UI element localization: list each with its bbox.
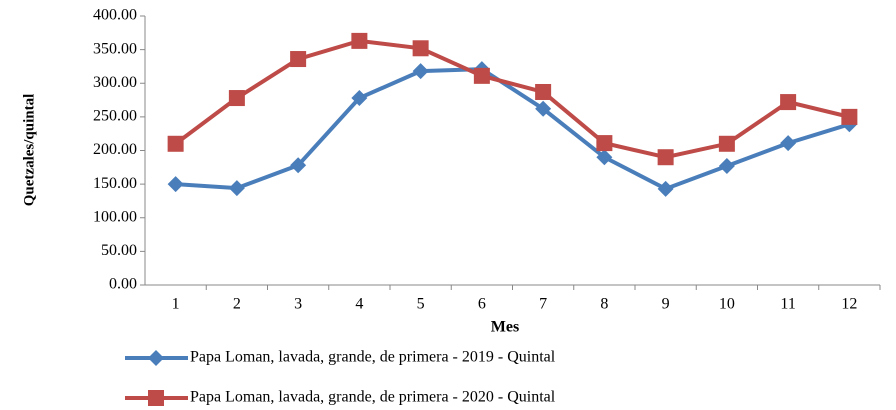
y-axis-label: Quetzales/quintal [21, 94, 37, 207]
y-tick-label: 300.00 [93, 74, 137, 91]
legend-marker [148, 390, 164, 406]
x-tick-label: 10 [719, 296, 735, 313]
legend-label: Papa Loman, lavada, grande, de primera -… [190, 389, 556, 406]
y-tick-label: 250.00 [93, 108, 137, 125]
data-point [780, 94, 797, 111]
x-tick-label: 2 [233, 296, 241, 313]
data-point [228, 90, 245, 107]
y-tick-label: 150.00 [93, 175, 137, 192]
data-point [657, 180, 674, 197]
x-tick-label: 4 [355, 296, 363, 313]
series-line [175, 67, 850, 192]
series-line [174, 38, 850, 160]
data-point [596, 135, 613, 152]
data-point [473, 67, 490, 84]
data-point [657, 149, 674, 166]
x-axis-label: Mes [491, 319, 519, 336]
data-point [841, 108, 858, 125]
x-tick-label: 12 [841, 296, 857, 313]
data-point [290, 51, 307, 68]
y-tick-label: 350.00 [93, 40, 137, 57]
x-tick-label: 11 [780, 296, 795, 313]
y-tick-label: 100.00 [93, 208, 137, 225]
data-point [412, 40, 429, 57]
data-point [351, 32, 368, 49]
data-point [535, 83, 552, 100]
x-tick-label: 8 [600, 296, 608, 313]
data-point [167, 135, 184, 152]
data-point [780, 135, 797, 152]
data-point [167, 176, 184, 193]
x-tick-label: 1 [172, 296, 180, 313]
data-point [718, 135, 735, 152]
data-point [596, 149, 613, 166]
legend-marker [148, 350, 164, 366]
x-tick-label: 7 [539, 296, 547, 313]
data-point [351, 90, 368, 107]
x-tick-label: 9 [662, 296, 670, 313]
x-tick-label: 3 [294, 296, 302, 313]
x-tick-label: 6 [478, 296, 486, 313]
data-point [412, 63, 429, 80]
y-tick-label: 50.00 [101, 242, 137, 259]
legend-label: Papa Loman, lavada, grande, de primera -… [190, 349, 556, 366]
data-point [718, 157, 735, 174]
y-tick-label: 0.00 [109, 276, 137, 293]
y-tick-label: 200.00 [93, 141, 137, 158]
x-tick-label: 5 [417, 296, 425, 313]
data-point [535, 100, 552, 117]
data-point [228, 180, 245, 197]
data-point [290, 157, 307, 174]
y-tick-label: 400.00 [93, 7, 137, 24]
